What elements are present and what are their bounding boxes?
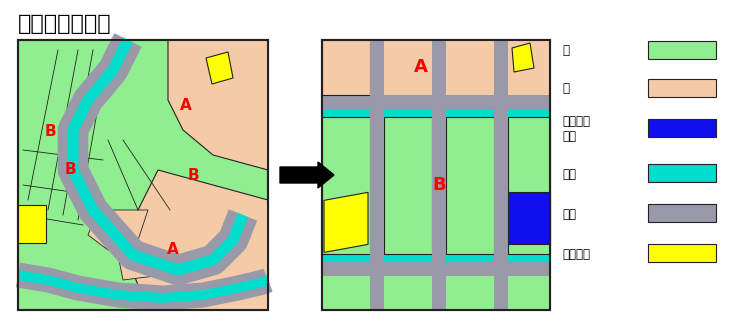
Bar	[648, 164, 716, 182]
Bar	[322, 40, 550, 95]
Text: 田: 田	[562, 44, 569, 58]
Text: B: B	[432, 176, 445, 194]
Polygon shape	[118, 255, 163, 280]
Bar	[494, 40, 508, 310]
Text: B: B	[187, 167, 199, 183]
Bar	[648, 244, 716, 262]
Bar	[18, 205, 46, 243]
Bar	[432, 40, 446, 310]
Bar	[322, 40, 550, 310]
Bar	[322, 262, 550, 276]
Bar	[446, 117, 494, 254]
Bar	[648, 119, 716, 137]
Bar	[322, 276, 550, 310]
Text: 換地のイメージ: 換地のイメージ	[18, 14, 112, 34]
Text: A: A	[180, 97, 192, 113]
Bar	[18, 40, 268, 310]
Text: 道路: 道路	[562, 208, 576, 220]
Bar	[322, 109, 550, 117]
Bar	[18, 40, 268, 310]
Text: 土地改良
施設: 土地改良 施設	[562, 115, 590, 143]
Polygon shape	[168, 40, 268, 170]
Text: 水路: 水路	[562, 167, 576, 181]
Polygon shape	[128, 170, 268, 310]
Bar	[322, 276, 550, 310]
Polygon shape	[206, 52, 233, 84]
FancyArrow shape	[280, 162, 334, 188]
Text: A: A	[167, 242, 179, 258]
Polygon shape	[324, 192, 368, 252]
Bar	[384, 117, 432, 254]
Bar	[648, 79, 716, 97]
Bar	[322, 40, 550, 310]
Polygon shape	[88, 210, 148, 250]
Text: 宅地、墓: 宅地、墓	[562, 247, 590, 261]
Bar	[648, 204, 716, 222]
Bar	[648, 41, 716, 59]
Bar	[508, 192, 550, 244]
Bar	[322, 40, 370, 95]
Bar	[322, 254, 550, 262]
Text: 畑: 畑	[562, 83, 569, 95]
Text: B: B	[64, 163, 75, 178]
Text: A: A	[414, 58, 428, 76]
Text: B: B	[44, 124, 56, 139]
Bar	[322, 117, 370, 254]
Bar	[508, 117, 550, 254]
Bar	[322, 95, 550, 109]
Bar	[370, 40, 384, 310]
Polygon shape	[512, 43, 534, 72]
